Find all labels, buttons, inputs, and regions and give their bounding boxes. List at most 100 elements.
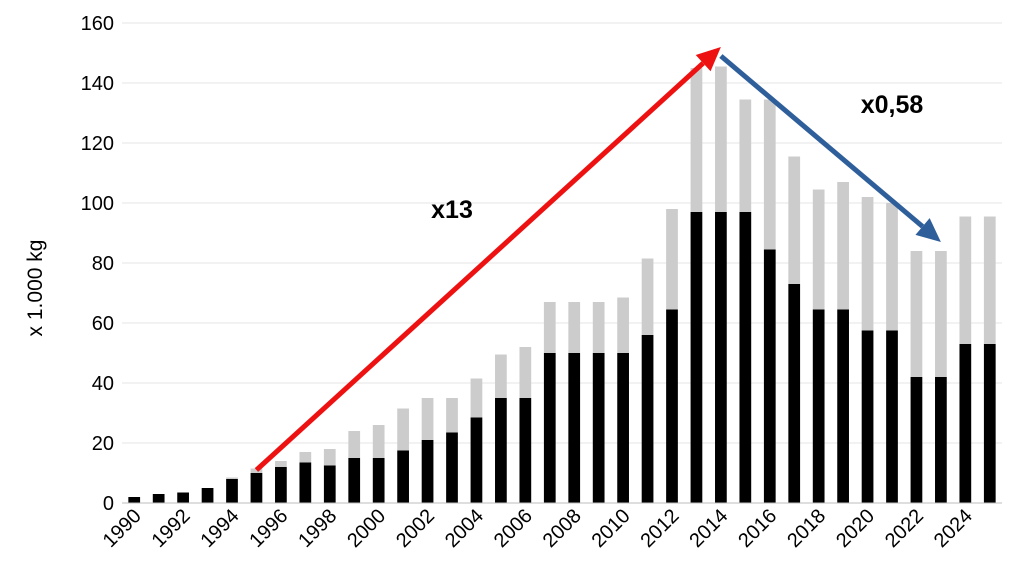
bar-segment-s0-2022 — [910, 377, 923, 503]
bar-segment-s1-2025 — [983, 216, 996, 344]
bar-segment-s1-2021 — [886, 203, 898, 331]
bar-segment-s1-2003 — [446, 398, 458, 433]
bar-segment-s0-1992 — [177, 492, 189, 503]
gridlines — [122, 22, 1002, 444]
annotation-arrow-head-1 — [915, 218, 941, 242]
bar-segment-s0-1990 — [128, 497, 141, 503]
bar-segment-s1-2007 — [543, 302, 556, 353]
annotations: x13 x0,58 — [254, 47, 941, 472]
y-tick-label: 140 — [81, 73, 114, 95]
bar-segment-s0-2016 — [763, 249, 776, 503]
bar-segment-s1-2010 — [617, 297, 629, 353]
bar-segment-s1-2015 — [739, 99, 752, 212]
y-tick-label: 100 — [81, 193, 114, 215]
bar-segment-s1-1995 — [250, 468, 263, 473]
bar-segment-s1-2023 — [935, 251, 947, 377]
annotation-arrow-shaft-0 — [254, 61, 705, 472]
bar-segment-s1-2017 — [788, 156, 801, 284]
x-tick-label: 2012 — [637, 505, 684, 552]
bar-segment-s1-2020 — [861, 197, 874, 331]
bar-segment-s0-2017 — [788, 284, 801, 503]
x-tick-label: 1996 — [245, 505, 292, 552]
bar-segment-s0-1994 — [226, 479, 238, 503]
bar-segment-s1-1994 — [226, 477, 238, 479]
x-tick-label: 2014 — [685, 505, 732, 552]
y-tick-label: 80 — [92, 253, 114, 275]
bar-segment-s1-1999 — [348, 431, 361, 458]
y-tick-labels: 0 20 40 60 80 100 120 140 160 — [81, 13, 114, 515]
bar-segment-s0-2001 — [397, 450, 409, 503]
y-tick-label: 20 — [92, 433, 114, 455]
x-tick-label: 2018 — [783, 505, 830, 552]
bar-segment-s1-2018 — [812, 189, 825, 310]
x-tick-label: 2020 — [832, 505, 879, 552]
bar-segment-s1-2016 — [763, 99, 776, 250]
bar-segment-s0-2024 — [959, 344, 972, 503]
bar-segment-s1-2012 — [666, 209, 678, 310]
bar-segment-s0-2023 — [935, 377, 947, 503]
bar-segment-s1-2013 — [690, 68, 703, 212]
annotation-label-0: x13 — [431, 196, 473, 224]
bar-segment-s0-2002 — [421, 440, 434, 503]
bar-segment-s1-2005 — [495, 354, 507, 398]
bar-segment-s0-2020 — [861, 330, 874, 503]
x-tick-label: 2024 — [930, 505, 977, 552]
bar-segment-s0-2010 — [617, 353, 629, 503]
bar-segment-s0-1999 — [348, 458, 361, 503]
bar-segment-s0-2012 — [666, 309, 678, 503]
x-tick-label: 2002 — [392, 505, 439, 552]
bar-segment-s0-2008 — [568, 353, 581, 503]
x-tick-label: 1992 — [148, 505, 195, 552]
bar-segment-s1-2001 — [397, 408, 409, 451]
bar-segment-s0-2015 — [739, 212, 752, 503]
y-tick-label: 60 — [92, 313, 114, 335]
bar-segment-s0-1997 — [299, 462, 312, 503]
bar-segment-s1-2024 — [959, 216, 972, 344]
bar-segment-s0-2025 — [983, 344, 996, 503]
bar-segment-s0-2021 — [886, 330, 898, 503]
bar-segment-s0-1993 — [201, 488, 214, 503]
x-tick-label: 2000 — [343, 505, 390, 552]
x-tick-label: 2008 — [539, 505, 586, 552]
y-tick-label: 160 — [81, 13, 114, 35]
annotation-arrow-shaft-1 — [719, 54, 925, 229]
bar-segment-s1-2000 — [372, 425, 385, 458]
y-tick-label: 40 — [92, 373, 114, 395]
bar-segment-s0-2005 — [495, 398, 507, 503]
x-tick-labels: 1990 1992 1994 1996 1998 2000 2002 2004 2006 2008… — [99, 505, 977, 552]
bar-segment-s1-2004 — [470, 378, 483, 418]
x-tick-label: 2016 — [734, 505, 781, 552]
bar-segment-s1-2006 — [519, 347, 532, 398]
bar-segment-s0-2006 — [519, 398, 532, 503]
bars — [128, 66, 996, 503]
bar-segment-s1-2008 — [568, 302, 581, 353]
bar-segment-s0-2011 — [641, 335, 654, 503]
bar-segment-s1-2022 — [910, 251, 923, 377]
annotation-label-1: x0,58 — [861, 91, 924, 119]
x-tick-label: 2010 — [588, 505, 635, 552]
x-tick-label: 2006 — [490, 505, 537, 552]
bar-segment-s0-2014 — [715, 212, 727, 503]
bar-segment-s1-1998 — [323, 449, 336, 466]
x-tick-label: 2022 — [881, 505, 928, 552]
bar-segment-s0-2004 — [470, 417, 483, 503]
bar-segment-s0-1996 — [275, 467, 287, 503]
bar-segment-s0-2009 — [592, 353, 605, 503]
bar-segment-s0-2003 — [446, 432, 458, 503]
x-tick-label: 1994 — [197, 505, 244, 552]
y-axis-label: x 1.000 kg — [24, 240, 47, 337]
bar-segment-s1-2019 — [837, 182, 849, 310]
bar-segment-s0-2019 — [837, 309, 849, 503]
bar-segment-s0-2018 — [812, 309, 825, 503]
bar-segment-s1-1996 — [275, 461, 287, 467]
bar-segment-s0-1995 — [250, 473, 263, 503]
bar-segment-s0-2007 — [543, 353, 556, 503]
bar-segment-s0-2013 — [690, 212, 703, 503]
bar-segment-s1-2011 — [641, 258, 654, 335]
bar-segment-s1-1997 — [299, 452, 312, 463]
bar-segment-s0-1991 — [152, 494, 165, 503]
annotation-arrow-head-0 — [695, 47, 721, 72]
x-tick-label: 1998 — [294, 505, 341, 552]
y-tick-label: 120 — [81, 133, 114, 155]
